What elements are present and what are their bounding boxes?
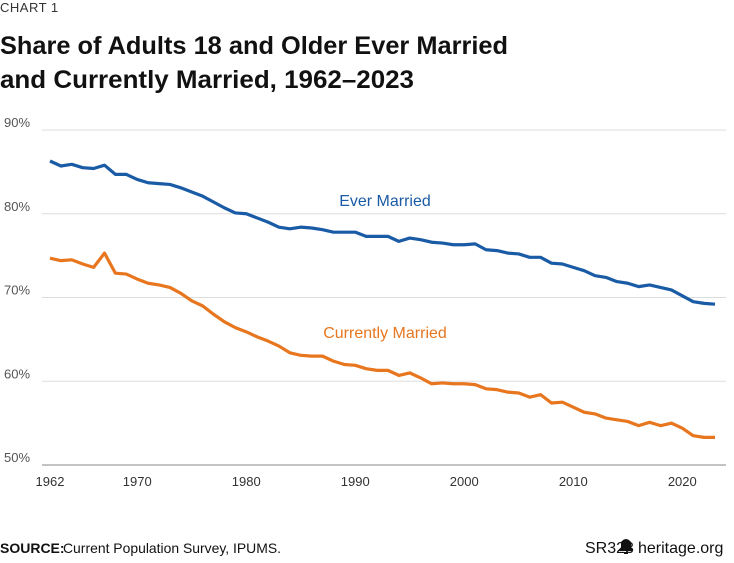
source-label: SOURCE:: [0, 540, 65, 556]
y-tick-label: 70%: [4, 283, 30, 298]
bell-icon: [619, 539, 633, 554]
series-line: [49, 251, 715, 439]
y-tick-label: 80%: [4, 199, 30, 214]
x-tick-label: 1990: [341, 474, 370, 489]
y-tick-label: 90%: [4, 115, 30, 130]
x-tick-label: 1980: [232, 474, 261, 489]
series-label: Ever Married: [339, 193, 431, 210]
chart-title: Share of Adults 18 and Older Ever Marrie…: [0, 32, 508, 60]
series-line: [49, 159, 716, 306]
chart-title: and Currently Married, 1962–2023: [0, 66, 414, 94]
site: heritage.org: [638, 540, 723, 557]
chart-label: CHART 1: [0, 0, 59, 15]
series-label: Currently Married: [323, 325, 447, 342]
source-text: Current Population Survey, IPUMS.: [63, 540, 281, 556]
x-tick-label: 2000: [450, 474, 479, 489]
x-tick-label: 2010: [559, 474, 588, 489]
y-tick-label: 50%: [4, 450, 30, 465]
y-tick-label: 60%: [4, 366, 30, 381]
plot: 50% 60% 70% 80% 90% 1962 1970 1980 1990 2000 2010 2…: [4, 115, 726, 489]
x-tick-label: 1962: [36, 474, 65, 489]
x-tick-label: 1970: [123, 474, 152, 489]
x-tick-label: 2020: [668, 474, 697, 489]
